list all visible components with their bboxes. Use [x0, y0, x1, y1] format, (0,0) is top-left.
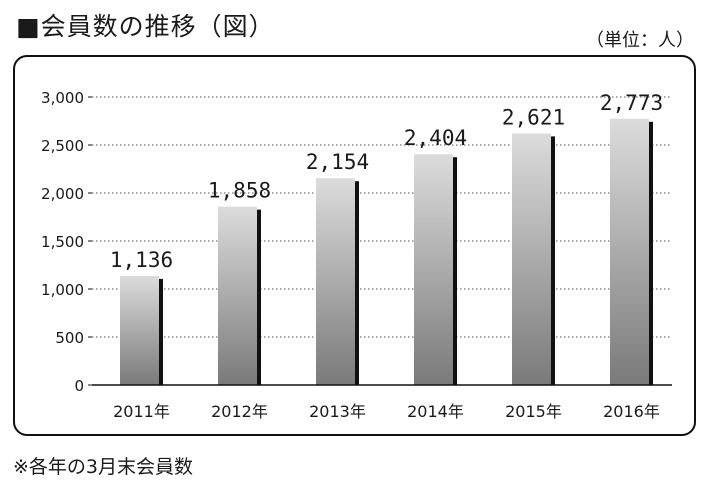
data-labels: 1,136 1,858 2,154 2,404 2,621 2,773: [110, 91, 663, 272]
x-tick-label: 2014年: [407, 402, 464, 421]
x-tick-label: 2012年: [211, 402, 268, 421]
chart-title: ■会員数の推移（図）: [16, 12, 275, 41]
bar-shadow: [551, 136, 555, 385]
x-tick-label: 2016年: [603, 402, 660, 421]
x-tick-label: 2013年: [309, 402, 366, 421]
y-tick-label: 3,000: [41, 89, 84, 107]
x-axis-tick-labels: 2011年 2012年 2013年 2014年 2015年 2016年: [113, 402, 660, 421]
y-axis-tick-labels: 0 500 1,000 1,500 2,000 2,500 3,000: [41, 89, 84, 395]
bar-2015年: [512, 133, 551, 385]
y-tick-label: 1,500: [41, 233, 84, 251]
bars: [120, 118, 653, 386]
bar-shadow: [257, 209, 261, 385]
value-label: 2,404: [404, 126, 467, 150]
value-label: 2,154: [306, 150, 369, 174]
bar-2011年: [120, 275, 159, 385]
y-tick-label: 2,000: [41, 185, 84, 203]
y-tick-label: 2,500: [41, 137, 84, 155]
bar-2012年: [218, 206, 257, 385]
unit-label: （単位：人）: [586, 30, 694, 51]
x-tick-label: 2015年: [505, 402, 562, 421]
bar-2013年: [316, 178, 355, 385]
bar-shadow: [159, 278, 163, 385]
x-tick-label: 2011年: [113, 402, 170, 421]
value-label: 1,136: [110, 248, 173, 272]
y-tick-label: 0: [74, 377, 84, 395]
chart-frame: [13, 55, 696, 436]
bar-shadow: [355, 181, 359, 385]
value-label: 2,621: [502, 105, 565, 129]
bar-shadow: [649, 121, 653, 386]
bar-2016年: [610, 118, 649, 386]
value-label: 1,858: [208, 179, 271, 203]
y-tick-label: 500: [55, 329, 84, 347]
bar-2014年: [414, 154, 453, 385]
footnote: ※各年の3月末会員数: [13, 456, 194, 478]
value-label: 2,773: [600, 91, 663, 115]
y-tick-label: 1,000: [41, 281, 84, 299]
grid-lines: [88, 96, 672, 386]
bar-shadow: [453, 157, 457, 385]
